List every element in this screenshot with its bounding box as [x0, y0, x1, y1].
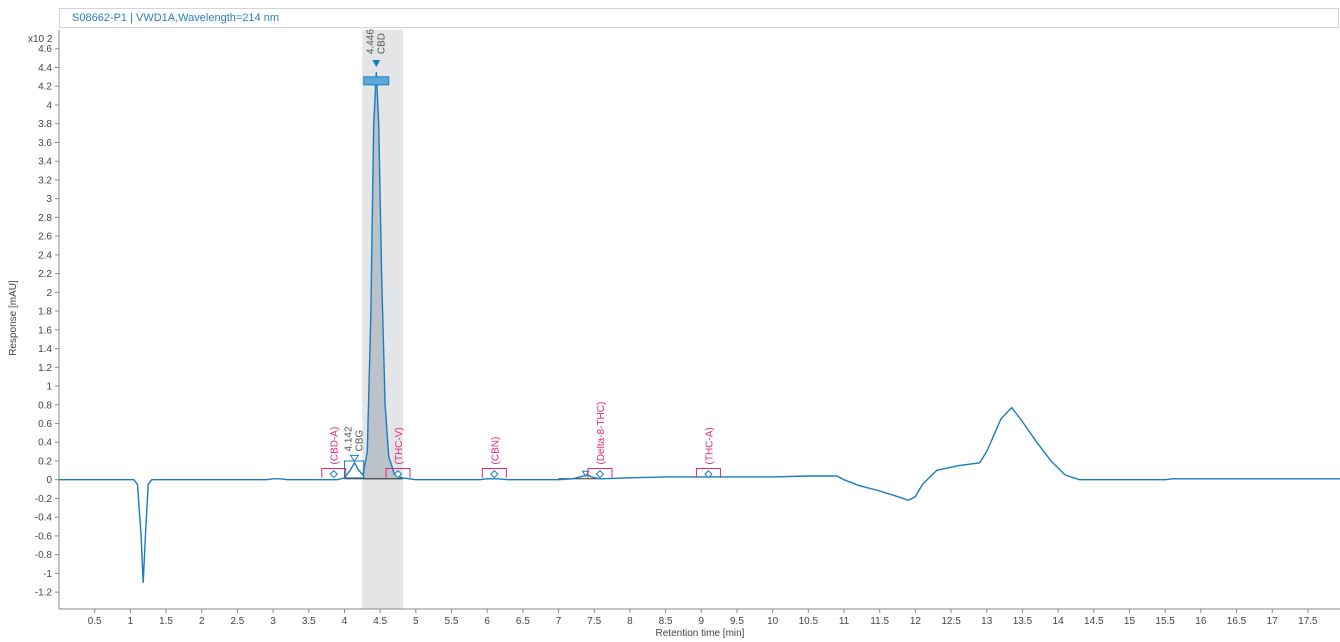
- x-tick-label: 2.5: [230, 616, 244, 627]
- compound-diamond-icon: [704, 469, 713, 479]
- x-tick-label: 8.5: [659, 616, 673, 627]
- x-axis-title: Retention time [min]: [656, 628, 745, 639]
- compound-diamond-icon: [393, 469, 403, 479]
- chart-title: S08662-P1 | VWD1A,Wavelength=214 nm: [59, 8, 1339, 28]
- x-tick-label: 13.5: [1013, 616, 1033, 627]
- y-tick-label: 4: [46, 100, 52, 111]
- y-tick-label: -0.4: [35, 513, 53, 524]
- peak-name-label: CBG: [354, 430, 365, 452]
- compound-window: [587, 467, 613, 478]
- y-tick-label: 2.6: [38, 232, 52, 243]
- x-tick-label: 9: [699, 616, 705, 627]
- x-tick-label: 6.5: [516, 616, 530, 627]
- compound-window: [385, 467, 411, 478]
- y-tick-label: 0: [46, 475, 52, 486]
- peak-rt-label: 4.446: [365, 29, 376, 54]
- x-tick-label: 15.5: [1155, 616, 1175, 627]
- cbd-peak-marker: [363, 76, 390, 86]
- compound-diamond-icon: [595, 469, 605, 479]
- y-multiplier-label: x10 2: [28, 34, 53, 45]
- x-tick-label: 15: [1124, 616, 1136, 627]
- y-tick-label: 0.6: [38, 419, 52, 430]
- cbd-peak-area: [363, 72, 402, 480]
- x-tick-label: 11: [839, 616, 850, 627]
- x-tick-label: 14.5: [1084, 616, 1104, 627]
- y-tick-label: 4.2: [38, 82, 52, 93]
- y-axis-title: Response [mAU]: [8, 280, 19, 356]
- y-tick-label: 1.6: [38, 325, 52, 336]
- y-tick-label: 0.2: [38, 456, 52, 467]
- x-tick-label: 11.5: [870, 616, 889, 627]
- y-tick-label: 3.8: [38, 119, 52, 130]
- x-tick-label: 13: [981, 616, 993, 627]
- y-tick-label: -0.2: [35, 494, 53, 505]
- compound-window: [481, 467, 507, 478]
- y-tick-label: 2.8: [38, 213, 52, 224]
- y-tick-label: -1: [43, 569, 52, 580]
- delta8-apex-icon: [581, 470, 590, 478]
- y-tick-label: -0.8: [35, 550, 53, 561]
- x-tick-label: 9.5: [730, 616, 744, 627]
- x-tick-label: 10: [767, 616, 779, 627]
- x-tick-label: 7.5: [587, 616, 601, 627]
- x-tick-label: 12: [910, 616, 922, 627]
- y-tick-label: -1.2: [35, 588, 53, 599]
- x-tick-label: 16: [1195, 616, 1207, 627]
- y-tick-label: 1: [46, 382, 52, 393]
- compound-label: (CBN): [490, 437, 501, 465]
- compound-label: (Delta-8-THC): [596, 402, 607, 465]
- compound-label: (CBD-A): [330, 427, 341, 465]
- compound-label: (THC-V): [394, 427, 405, 464]
- y-tick-label: 3: [46, 194, 52, 205]
- x-tick-label: 6: [484, 616, 490, 627]
- x-tick-label: 1.5: [159, 616, 173, 627]
- compound-window: [321, 467, 347, 478]
- chart-title-text: S08662-P1 | VWD1A,Wavelength=214 nm: [72, 12, 279, 24]
- signal-trace: [59, 72, 1340, 583]
- compound-diamond-icon: [329, 469, 338, 479]
- x-tick-label: 2: [199, 616, 205, 627]
- y-tick-label: 1.8: [38, 307, 52, 318]
- x-tick-label: 12.5: [941, 616, 961, 627]
- x-tick-label: 16.5: [1227, 616, 1247, 627]
- x-tick-label: 4.5: [373, 616, 387, 627]
- x-tick-label: 17.5: [1298, 616, 1318, 627]
- x-tick-label: 0.5: [88, 616, 102, 627]
- plot-area: -1.2 -1 -0.8 -0.6 -0.4 -0.2 0 0.2 0.4 0.6 0.8 1 1.2 1…: [35, 29, 1340, 627]
- y-tick-label: 0.8: [38, 400, 52, 411]
- y-tick-label: 4.4: [38, 63, 52, 74]
- x-tick-label: 5: [413, 616, 419, 627]
- peak-rt-label: 4.142: [343, 426, 354, 451]
- y-tick-label: 3.6: [38, 138, 52, 149]
- x-tick-label: 14: [1053, 616, 1065, 627]
- compound-window: [695, 467, 721, 478]
- y-tick-label: 2.4: [38, 250, 52, 261]
- cbg-apex-icon: [349, 454, 360, 463]
- y-tick-label: 2: [46, 288, 52, 299]
- compound-diamond-icon: [490, 469, 499, 479]
- y-tick-label: 1.4: [38, 344, 52, 355]
- compound-label: (THC-A): [704, 427, 715, 464]
- x-tick-label: 3: [270, 616, 276, 627]
- y-tick-label: 0.4: [38, 438, 52, 449]
- x-tick-label: 3.5: [302, 616, 316, 627]
- y-tick-label: 3.2: [38, 175, 52, 186]
- x-tick-label: 10.5: [799, 616, 819, 627]
- y-tick-label: 4.6: [38, 44, 52, 55]
- x-tick-label: 7: [556, 616, 562, 627]
- y-tick-label: -0.6: [35, 531, 53, 542]
- x-tick-label: 17: [1267, 616, 1279, 627]
- x-tick-label: 1: [128, 616, 134, 627]
- x-tick-label: 5.5: [445, 616, 459, 627]
- x-tick-label: 8: [627, 616, 633, 627]
- y-tick-label: 3.4: [38, 157, 52, 168]
- y-tick-label: 2.2: [38, 269, 52, 280]
- cbd-apex-icon: [372, 59, 381, 67]
- y-tick-label: 1.2: [38, 363, 52, 374]
- x-tick-label: 4: [342, 616, 348, 627]
- peak-name-label: CBD: [376, 33, 387, 54]
